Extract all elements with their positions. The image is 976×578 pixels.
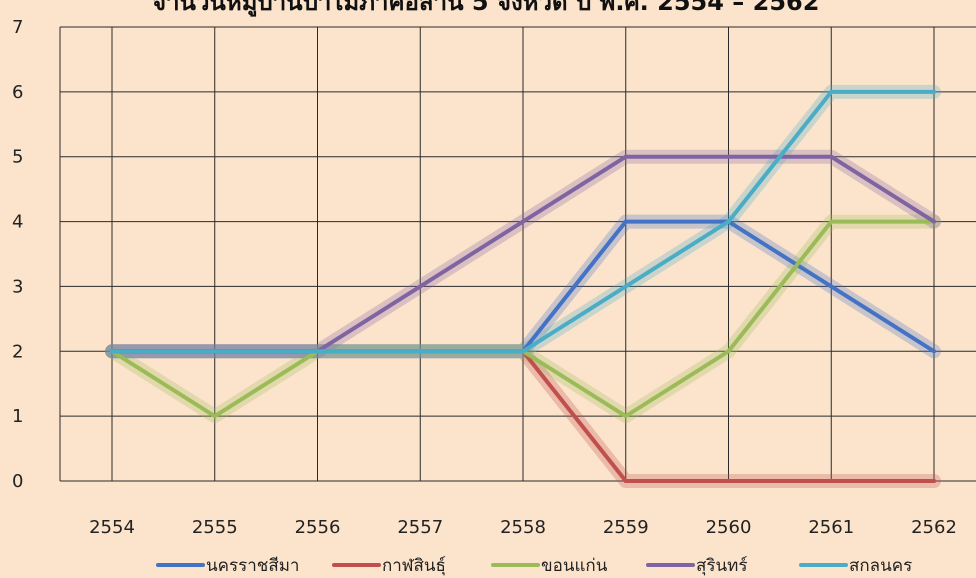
y-tick-4: 4 — [12, 212, 23, 233]
x-tick-2559: 2559 — [603, 517, 649, 538]
data-point-ขอนแก่น-2560 — [726, 349, 731, 354]
data-point-ขอนแก่น-2555 — [212, 414, 217, 419]
data-point-สุรินทร์-2560 — [726, 154, 731, 159]
data-point-ขอนแก่น-2559 — [623, 414, 628, 419]
chart-title: จำนวนหมู่บ้านป่าไม้ภาคอีสาน 5 จังหวัด ปี… — [152, 0, 819, 17]
data-point-กาฬสินธุ์-2561 — [829, 479, 834, 483]
legend-label-ขอนแก่น: ขอนแก่น — [541, 556, 608, 576]
data-point-สกลนคร-2557 — [418, 349, 423, 354]
x-tick-2558: 2558 — [500, 517, 546, 538]
data-point-กาฬสินธุ์-2560 — [726, 479, 731, 483]
series-layer — [110, 89, 936, 483]
x-tick-2555: 2555 — [192, 517, 238, 538]
legend-label-สุรินทร์: สุรินทร์ — [696, 556, 747, 576]
y-tick-5: 5 — [12, 147, 23, 168]
y-tick-2: 2 — [12, 341, 23, 362]
data-point-สุรินทร์-2561 — [829, 154, 834, 159]
data-point-สกลนคร-2558 — [521, 349, 525, 354]
data-point-สุรินทร์-2562 — [932, 219, 936, 224]
legend: นครราชสีมา กาฬสินธุ์ ขอนแก่น สุรินทร์ สกลนคร — [156, 556, 912, 576]
data-point-กาฬสินธุ์-2559 — [623, 479, 628, 483]
data-point-สกลนคร-2555 — [212, 349, 217, 354]
legend-label-กาฬสินธุ์: กาฬสินธุ์ — [382, 556, 446, 576]
data-point-สุรินทร์-2558 — [521, 219, 525, 224]
y-tick-0: 0 — [12, 471, 23, 492]
data-point-นครราชสีมา-2561 — [829, 284, 834, 289]
data-point-สกลนคร-2556 — [315, 349, 320, 354]
data-point-สุรินทร์-2557 — [418, 284, 423, 289]
plot-grid — [59, 26, 976, 482]
x-tick-2554: 2554 — [89, 517, 135, 538]
data-point-นครราชสีมา-2559 — [623, 219, 628, 224]
y-tick-3: 3 — [12, 276, 23, 297]
x-tick-2560: 2560 — [706, 517, 752, 538]
x-tick-2561: 2561 — [808, 517, 854, 538]
data-point-สกลนคร-2559 — [623, 284, 628, 289]
y-tick-6: 6 — [12, 82, 23, 103]
data-point-นครราชสีมา-2562 — [932, 349, 936, 354]
legend-label-นครราชสีมา: นครราชสีมา — [206, 556, 299, 576]
y-tick-1: 1 — [12, 406, 23, 427]
data-point-กาฬสินธุ์-2562 — [932, 479, 936, 483]
x-tick-2562: 2562 — [911, 517, 957, 538]
y-tick-7: 7 — [12, 17, 23, 38]
data-point-สกลนคร-2560 — [726, 219, 731, 224]
y-axis-ticks: 0 1 2 3 4 5 6 7 — [12, 17, 23, 492]
data-point-สกลนคร-2561 — [829, 89, 834, 94]
data-point-สกลนคร-2562 — [932, 89, 936, 94]
data-point-สุรินทร์-2559 — [623, 154, 628, 159]
data-point-ขอนแก่น-2561 — [829, 219, 834, 224]
x-axis-ticks: 2554 2555 2556 2557 2558 2559 2560 2561 2562 — [89, 517, 957, 538]
x-tick-2556: 2556 — [295, 517, 341, 538]
legend-label-สกลนคร: สกลนคร — [849, 556, 912, 576]
x-tick-2557: 2557 — [397, 517, 443, 538]
data-point-สกลนคร-2554 — [110, 349, 114, 354]
